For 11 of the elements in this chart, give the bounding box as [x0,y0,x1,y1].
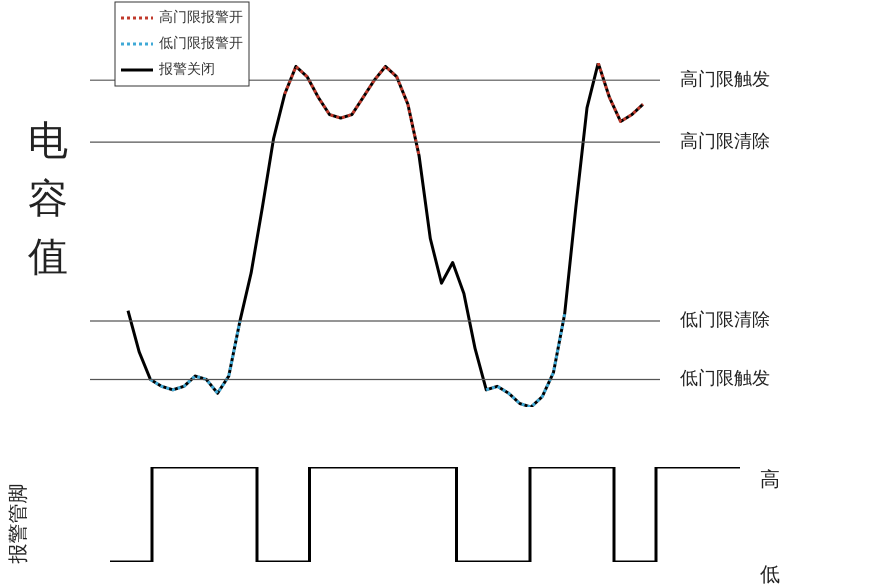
legend-label: 高门限报警开 [159,10,243,26]
legend-label: 低门限报警开 [159,36,243,52]
ref-line-label: 低门限清除 [680,310,770,331]
y-axis-title: 报警管脚 [4,484,30,564]
ref-line-label: 低门限触发 [680,368,770,390]
y-axis-title: 电容值 [27,117,69,282]
text: 高 [760,467,780,492]
text: 低 [760,562,780,586]
ref-line-label: 高门限清除 [680,130,770,152]
ref-line-label: 高门限触发 [680,68,770,90]
legend-label: 报警关闭 [158,62,215,78]
